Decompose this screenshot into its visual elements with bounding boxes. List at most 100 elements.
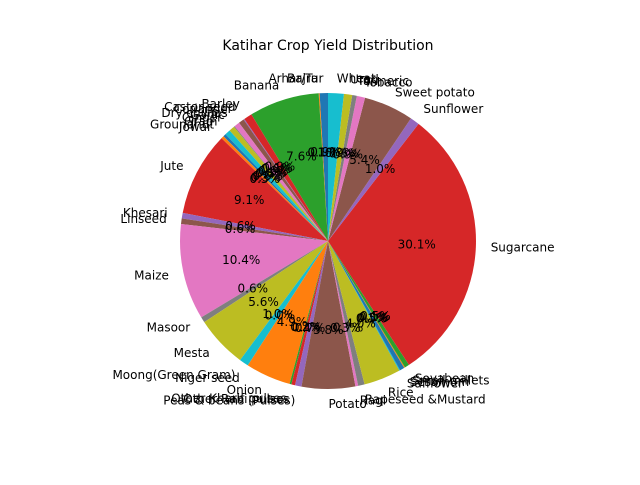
percent-label-jute: 9.1% (234, 193, 265, 207)
pie-slice-maize (180, 223, 328, 318)
percent-label-niger-seed: 0.0% (265, 309, 296, 323)
percent-label-barley: 0.9% (265, 159, 296, 173)
pie-slice-gram (225, 130, 328, 241)
category-label-jowar: Jowar (178, 120, 212, 134)
pie-slice-rice (328, 241, 400, 385)
category-label-khesari: Khesari (123, 206, 168, 220)
category-label-niger-seed: Niger seed (175, 371, 240, 385)
percent-label-dry-chillies: 0.6% (258, 164, 289, 178)
percent-label-sunflower: 1.0% (365, 162, 396, 176)
category-label-tobacco: Tobacco (363, 75, 412, 89)
category-label-castor-seed: Castor seed (164, 100, 235, 114)
pie-slice-onion (247, 241, 328, 384)
category-label-dry-chillies: Dry chillies (161, 106, 227, 120)
pie-slice-sesamum (328, 241, 405, 371)
category-label-mesta: Mesta (174, 346, 210, 360)
percent-label-onion: 4.9% (277, 315, 308, 329)
pie-slice-ginger (229, 126, 328, 241)
category-label-wheat: Wheat (337, 71, 376, 85)
percent-label-wheat: 1.7% (318, 145, 349, 159)
percent-label-other-rabi-pulses: 0.4% (292, 320, 323, 334)
percent-label-coriander: 0.6% (261, 162, 292, 176)
pie-slice-groundnut (223, 134, 328, 241)
pie-slice-peas-beans-pulses (295, 241, 328, 387)
category-label-rice: Rice (388, 385, 414, 399)
percent-label-soyabean: 0.5% (360, 309, 391, 323)
pie-slice-sugarcane (328, 123, 476, 365)
category-label-moong-green-gram: Moong(Green Gram) (112, 368, 235, 382)
percent-label-masoor: 0.6% (238, 281, 269, 295)
pie-slice-urad (328, 93, 353, 241)
category-label-sesamum: Sesamum (410, 375, 470, 389)
percent-label-garlic: 0.1% (256, 165, 287, 179)
percent-label-urad: 0.9% (325, 146, 356, 160)
pie-slice-jowar (221, 136, 328, 241)
pie-slice-khesari (181, 212, 328, 241)
pie-slice-other-kharif-pulses (289, 241, 328, 385)
pie-slice-turmeric (328, 95, 357, 241)
percent-label-tobacco: 0.9% (333, 147, 364, 161)
percent-label-potato: 5.8% (313, 323, 344, 337)
pie-slice-wheat (328, 93, 344, 241)
percent-label-moong-green-gram: 1.0% (262, 307, 293, 321)
pie-slice-garlic (233, 126, 328, 241)
percent-label-sesamum: 0.5% (357, 311, 388, 325)
pie-slice-barley (244, 114, 328, 241)
pie-slice-arhar-tur (319, 93, 328, 241)
pie-slice-sunflower (328, 118, 419, 241)
pie-slice-jute (182, 138, 328, 241)
category-label-turmeric: Turmeric (356, 74, 409, 88)
percent-label-maize: 10.4% (222, 253, 260, 267)
category-label-masoor: Masoor (147, 321, 191, 335)
percent-label-jowar: 0.3% (249, 172, 280, 186)
category-label-onion: Onion (227, 383, 262, 397)
category-label-barley: Barley (201, 97, 239, 111)
percent-label-rice: 4.0% (345, 317, 376, 331)
category-label-garlic: Garlic (190, 108, 225, 122)
percent-label-safflower: 0.1% (356, 312, 387, 326)
category-label-linseed: Linseed (120, 212, 166, 226)
percent-label-turmeric: 0.5% (329, 147, 360, 161)
category-label-sunflower: Sunflower (423, 102, 483, 116)
category-label-other-rabi-pulses: Other Rabi pulses (183, 392, 290, 406)
pie-slice-safflower (328, 241, 401, 371)
percent-label-bajra: 0.1% (307, 145, 338, 159)
category-label-ragi: Ragi (360, 394, 386, 408)
chart-title: Katihar Crop Yield Distribution (222, 38, 433, 54)
category-label-jute: Jute (159, 159, 183, 173)
pie-slice-other-rabi-pulses (291, 241, 328, 386)
pie-slice-coriander (238, 119, 328, 241)
percent-label-peas-beans-pulses: 0.7% (295, 321, 326, 335)
percent-label-linseed: 0.6% (225, 222, 256, 236)
pie-slice-ragi (328, 241, 359, 387)
category-label-coriander: Coriander (174, 102, 233, 116)
percent-label-khesari: 0.6% (225, 219, 256, 233)
pie-slice-bajra (318, 93, 328, 242)
category-label-maize: Maize (134, 269, 169, 283)
percent-label-castor-seed: 0.1% (262, 161, 293, 175)
percent-label-arhar-tur: 0.9% (310, 145, 341, 159)
percent-label-rapeseed-mustard: 0.7% (333, 321, 364, 335)
category-label-soyabean: Soyabean (415, 372, 474, 386)
pie-slice-potato (301, 241, 356, 390)
category-label-safflower: Safflower (407, 376, 463, 390)
percent-label-gram: 0.6% (252, 169, 283, 183)
pie-slice-castor-seed (243, 118, 328, 241)
pie-slice-mesta (204, 241, 328, 361)
category-label-potato: Potato (329, 397, 367, 411)
category-label-rapeseed-mustard: Rapeseed &Mustard (365, 393, 486, 407)
percent-label-sweet-potato: 5.4% (349, 153, 380, 167)
percent-label-sugarcane: 30.1% (398, 238, 436, 252)
category-label-urad: Urad (350, 73, 379, 87)
category-label-banana: Banana (234, 79, 280, 93)
pie-slice-masoor (201, 241, 328, 323)
category-label-sugarcane: Sugarcane (491, 240, 555, 254)
category-label-arhar-tur: Arhar/Tur (268, 71, 323, 85)
percent-label-banana: 7.6% (286, 149, 317, 163)
category-label-sweet-potato: Sweet potato (395, 86, 475, 100)
percent-label-groundnut: 0.3% (251, 171, 282, 185)
pie-slice-banana (251, 93, 328, 241)
pie-slice-rapeseed-mustard (328, 241, 365, 386)
